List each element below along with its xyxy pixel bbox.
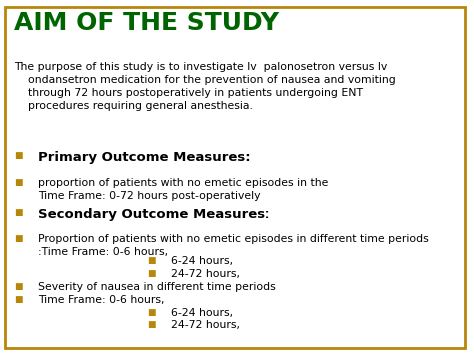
- Text: Severity of nausea in different time periods: Severity of nausea in different time per…: [38, 282, 276, 292]
- Text: The purpose of this study is to investigate lv  palonosetron versus lv
    ondan: The purpose of this study is to investig…: [14, 62, 396, 110]
- Text: ■: ■: [14, 234, 23, 243]
- Text: ■: ■: [14, 151, 23, 160]
- FancyBboxPatch shape: [5, 7, 465, 348]
- Text: ■: ■: [14, 295, 23, 304]
- Text: proportion of patients with no emetic episodes in the
Time Frame: 0-72 hours pos: proportion of patients with no emetic ep…: [38, 178, 328, 201]
- Text: ■: ■: [14, 282, 23, 291]
- Text: Secondary Outcome Measuresː: Secondary Outcome Measuresː: [38, 208, 270, 221]
- Text: Time Frame: 0-6 hours,: Time Frame: 0-6 hours,: [38, 295, 164, 305]
- Text: 6-24 hours,: 6-24 hours,: [171, 256, 233, 266]
- Text: Primary Outcome Measures:: Primary Outcome Measures:: [38, 151, 251, 164]
- Text: ■: ■: [147, 320, 155, 329]
- Text: AIM OF THE STUDY: AIM OF THE STUDY: [14, 11, 279, 35]
- Text: 24-72 hours,: 24-72 hours,: [171, 320, 240, 330]
- Text: ■: ■: [14, 178, 23, 187]
- Text: ■: ■: [14, 208, 23, 217]
- Text: ■: ■: [147, 256, 155, 265]
- Text: ■: ■: [147, 308, 155, 317]
- Text: 24-72 hours,: 24-72 hours,: [171, 269, 240, 279]
- Text: ■: ■: [147, 269, 155, 278]
- Text: Proportion of patients with no emetic episodes in different time periods
:Time F: Proportion of patients with no emetic ep…: [38, 234, 428, 257]
- Text: 6-24 hours,: 6-24 hours,: [171, 308, 233, 318]
